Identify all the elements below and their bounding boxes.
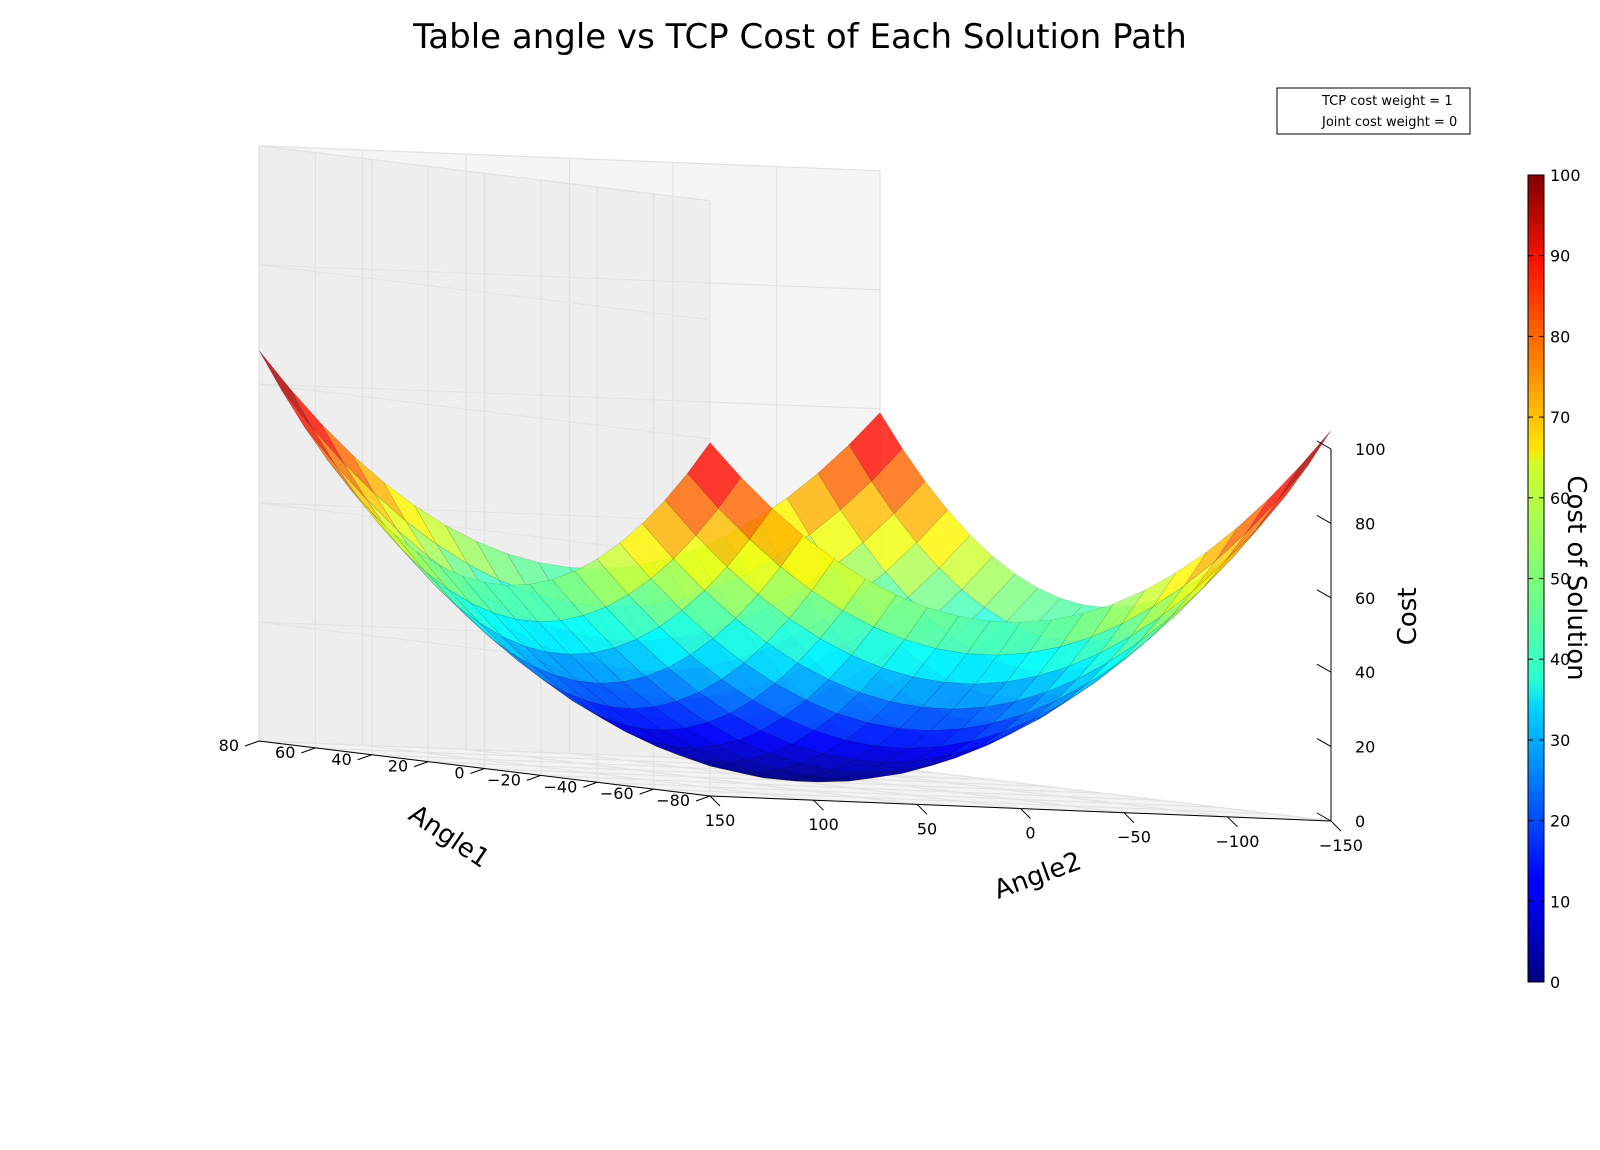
z-tick [1316, 812, 1332, 822]
z-tick-label: 80 [1355, 514, 1375, 533]
x-tick [357, 754, 372, 761]
x-tick-label: 60 [275, 743, 295, 762]
y-tick-label: −150 [1319, 836, 1363, 855]
z-tick-label: 100 [1355, 440, 1386, 459]
y-tick [1123, 812, 1135, 824]
y-axis-label: Angle2 [990, 846, 1085, 905]
colorbar-tick-label: 10 [1550, 892, 1570, 911]
colorbar-tick-label: 20 [1550, 812, 1570, 831]
surface-face [483, 582, 539, 623]
axes-ticks: 80 60 40 20 0 −20 −40 −60 −80 −150 −100 −50 0 50 100 15… [219, 440, 1386, 855]
y-tick [1330, 820, 1342, 832]
z-tick-label: 20 [1355, 738, 1375, 757]
y-tick [1227, 816, 1238, 828]
x-tick-label: −20 [487, 770, 521, 789]
z-tick-label: 60 [1355, 589, 1375, 608]
x-tick-label: −80 [656, 791, 690, 810]
colorbar-ticks: 0 10 20 30 40 50 60 70 80 90 100 [1528, 166, 1581, 992]
x-tick [583, 781, 598, 788]
y-tick [813, 799, 824, 811]
surface-face [1277, 430, 1332, 501]
surface-face [596, 542, 652, 596]
surface-face [1215, 498, 1270, 562]
x-axis-label: Angle1 [403, 799, 495, 874]
x-tick [695, 795, 711, 802]
colorbar-tick-label: 50 [1550, 570, 1570, 589]
surface-face [687, 442, 742, 509]
gridline-z [258, 383, 881, 440]
z-tick [1316, 738, 1332, 748]
surface-face [551, 570, 607, 616]
y-tick [916, 803, 928, 815]
colorbar: 0 10 20 30 40 50 60 70 80 90 100 Cost of Solution [1527, 166, 1591, 992]
chart-title: Table angle vs TCP Cost of Each Solution… [412, 17, 1187, 57]
z-tick [1316, 514, 1332, 524]
colorbar-tick-label: 90 [1550, 247, 1570, 266]
surface-face [371, 512, 426, 572]
surface-face [1246, 466, 1301, 533]
x-tick-label: −40 [543, 777, 577, 796]
z-tick-label: 40 [1355, 663, 1375, 682]
surface-face [1254, 464, 1309, 532]
colorbar-tick-label: 60 [1550, 489, 1570, 508]
x-tick-label: 80 [219, 736, 239, 755]
z-tick [1316, 663, 1332, 673]
y-tick-label: 50 [917, 819, 937, 838]
surface-face [281, 390, 336, 465]
z-tick [1316, 589, 1332, 599]
colorbar-tick-label: 70 [1550, 408, 1570, 427]
x-tick [639, 788, 654, 795]
surface-face [461, 575, 517, 620]
surface-face [641, 499, 697, 560]
surface-face [506, 583, 562, 623]
y-tick [709, 795, 721, 807]
legend: TCP cost weight = 1 Joint cost weight = … [1276, 87, 1471, 135]
x-tick [526, 774, 542, 781]
surface-plot [258, 350, 1332, 783]
gridline-z [258, 264, 881, 321]
surface-face [664, 472, 719, 536]
colorbar-tick-label: 80 [1550, 327, 1570, 346]
x-tick [470, 768, 485, 774]
surface-face [303, 426, 358, 498]
surface-face [574, 558, 629, 608]
y-tick-label: 150 [705, 811, 736, 830]
x-tick-label: 40 [331, 750, 351, 769]
x-tick-label: 20 [388, 757, 408, 776]
y-tick [1020, 808, 1031, 819]
legend-box [1276, 87, 1471, 135]
colorbar-tick-label: 40 [1550, 650, 1570, 669]
x-tick-label: 0 [454, 764, 464, 783]
z-axis-label: Cost [1393, 587, 1423, 645]
colorbar-label: Cost of Solution [1561, 475, 1591, 680]
colorbar-tick-label: 100 [1550, 166, 1581, 185]
surface-face [619, 523, 674, 580]
x-tick [413, 761, 429, 768]
z-tick-label: 0 [1355, 812, 1365, 831]
legend-entry-tcp: TCP cost weight = 1 [1321, 94, 1453, 109]
x-tick [244, 740, 260, 747]
y-tick-label: −100 [1216, 832, 1260, 851]
colorbar-tick-label: 30 [1550, 731, 1570, 750]
z-tick [1316, 440, 1332, 450]
surface-face [258, 350, 313, 429]
y-tick-label: −50 [1117, 828, 1151, 847]
y-tick-label: 100 [808, 815, 839, 834]
colorbar-tick-label: 0 [1550, 973, 1560, 992]
legend-entry-joint: Joint cost weight = 0 [1321, 115, 1457, 130]
gridline-z [258, 145, 881, 202]
y-tick-label: 0 [1025, 824, 1035, 843]
x-tick-label: −60 [600, 784, 634, 803]
x-tick [301, 747, 316, 754]
